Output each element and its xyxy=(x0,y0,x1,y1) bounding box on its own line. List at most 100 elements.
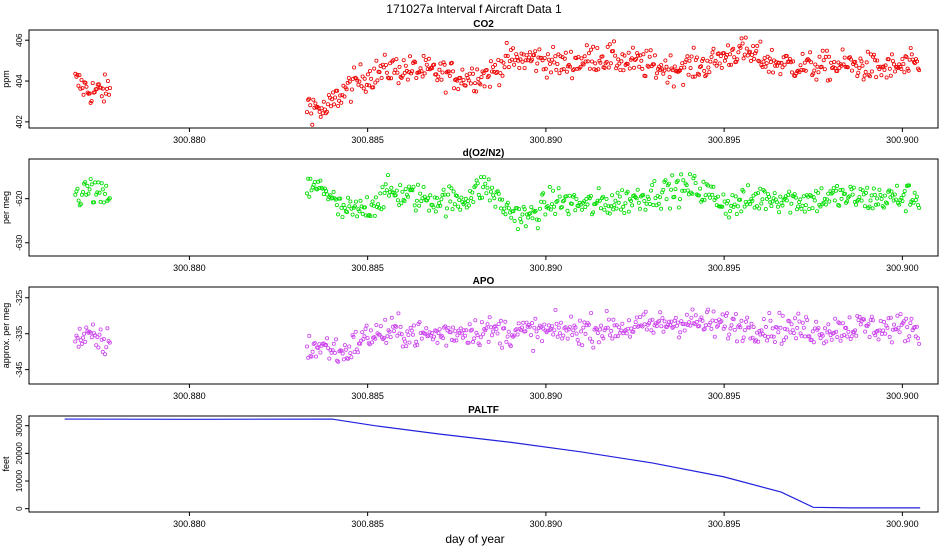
data-point xyxy=(557,331,562,336)
data-point xyxy=(495,331,500,336)
data-point xyxy=(904,55,909,60)
x-tick-label: 300.880 xyxy=(173,519,206,529)
data-point xyxy=(555,62,560,67)
data-point xyxy=(433,209,438,214)
data-point xyxy=(709,326,714,331)
data-point xyxy=(529,333,534,338)
data-point xyxy=(549,202,554,207)
data-point xyxy=(454,338,459,343)
data-point xyxy=(84,325,89,330)
data-point xyxy=(819,64,824,69)
data-point xyxy=(862,73,867,78)
data-point xyxy=(402,198,407,203)
data-point xyxy=(689,54,694,59)
data-point xyxy=(789,201,794,206)
data-point xyxy=(411,323,416,328)
data-point xyxy=(409,328,414,333)
data-point xyxy=(590,339,595,344)
data-point xyxy=(349,87,354,92)
data-point xyxy=(570,332,575,337)
data-point xyxy=(366,83,371,88)
data-point xyxy=(745,315,750,320)
data-point xyxy=(789,60,794,65)
data-point xyxy=(97,190,102,195)
data-point xyxy=(372,213,377,218)
data-point xyxy=(847,315,852,320)
data-point xyxy=(479,75,484,80)
data-point xyxy=(845,334,850,339)
data-point xyxy=(442,62,447,67)
data-point xyxy=(317,109,322,114)
data-point xyxy=(376,202,381,207)
x-tick-label: 300.880 xyxy=(173,135,206,145)
data-point xyxy=(493,204,498,209)
panel-title: CO2 xyxy=(473,19,494,30)
data-point xyxy=(654,75,659,80)
data-point xyxy=(756,339,761,344)
data-point xyxy=(668,323,673,328)
data-point xyxy=(90,81,95,86)
data-point xyxy=(908,202,913,207)
data-point xyxy=(468,81,473,86)
data-point xyxy=(769,334,774,339)
data-point xyxy=(803,68,808,73)
data-point xyxy=(866,322,871,327)
data-point xyxy=(460,335,465,340)
data-point xyxy=(685,188,690,193)
data-point xyxy=(355,350,360,355)
data-point xyxy=(842,55,847,60)
data-point xyxy=(441,187,446,192)
data-point xyxy=(484,191,489,196)
data-point xyxy=(892,62,897,67)
data-point xyxy=(768,200,773,205)
data-point xyxy=(703,323,708,328)
data-point xyxy=(352,204,357,209)
data-point xyxy=(360,330,365,335)
data-point xyxy=(781,338,786,343)
data-point xyxy=(474,89,479,94)
data-point xyxy=(694,319,699,324)
data-point xyxy=(637,64,642,69)
data-point xyxy=(602,328,607,333)
data-point xyxy=(83,80,88,85)
data-point xyxy=(82,331,87,336)
data-point xyxy=(692,321,697,326)
data-point xyxy=(342,94,347,99)
data-point xyxy=(593,61,598,66)
data-point xyxy=(703,193,708,198)
data-point xyxy=(98,327,103,332)
data-point xyxy=(662,68,667,73)
data-point xyxy=(413,208,418,213)
data-point xyxy=(358,62,363,67)
data-point xyxy=(545,204,550,209)
data-point xyxy=(784,198,789,203)
data-point xyxy=(633,320,638,325)
data-point xyxy=(487,198,492,203)
data-point xyxy=(672,194,677,199)
data-point xyxy=(684,183,689,188)
data-point xyxy=(530,320,535,325)
data-point xyxy=(92,200,97,205)
data-point xyxy=(606,65,611,70)
data-point xyxy=(360,211,365,216)
data-point xyxy=(346,356,351,361)
data-point xyxy=(717,61,722,66)
data-point xyxy=(627,66,632,71)
data-point xyxy=(882,67,887,72)
data-point xyxy=(834,188,839,193)
data-point xyxy=(803,334,808,339)
y-axis-label: approx. per meg xyxy=(1,303,11,369)
data-point xyxy=(753,191,758,196)
data-point xyxy=(588,193,593,198)
data-point xyxy=(572,192,577,197)
data-point xyxy=(563,50,568,55)
data-point xyxy=(650,182,655,187)
data-point xyxy=(362,76,367,81)
data-point xyxy=(631,329,636,334)
data-point xyxy=(767,310,772,315)
data-point xyxy=(679,172,684,177)
data-point xyxy=(395,333,400,338)
data-point xyxy=(671,84,676,89)
data-point xyxy=(650,317,655,322)
